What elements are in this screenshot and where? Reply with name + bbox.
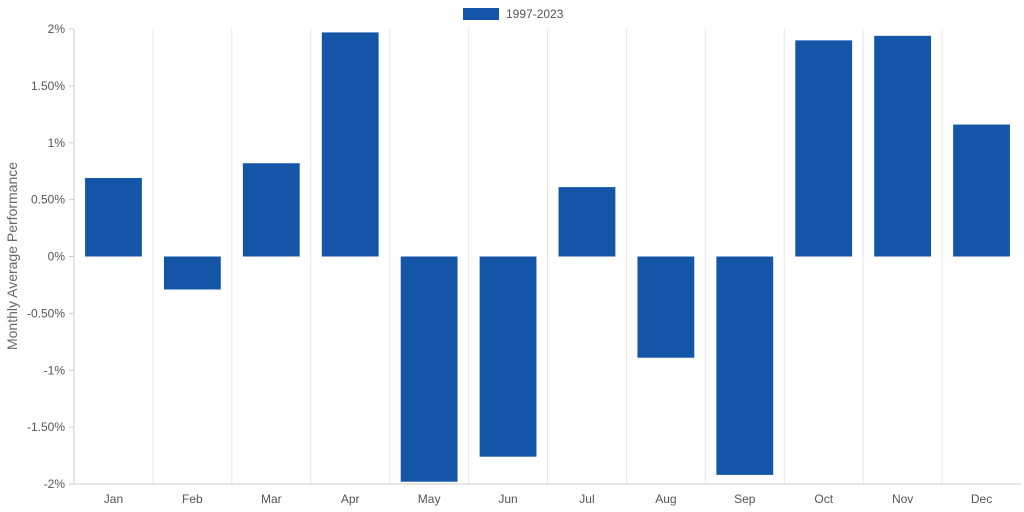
y-tick-label: -2% <box>44 477 66 491</box>
bar-may[interactable] <box>400 256 458 482</box>
x-tick-label-jan: Jan <box>104 492 123 506</box>
bar-mar[interactable] <box>242 163 300 257</box>
bar-aug[interactable] <box>637 256 695 358</box>
x-tick-label-may: May <box>418 492 441 506</box>
y-tick-label: 0% <box>48 250 66 264</box>
bar-feb[interactable] <box>163 256 221 290</box>
x-tick-label-oct: Oct <box>814 492 833 506</box>
legend-swatch[interactable] <box>463 8 499 20</box>
bar-sep[interactable] <box>716 256 774 475</box>
bar-jul[interactable] <box>558 187 616 257</box>
x-tick-label-mar: Mar <box>261 492 282 506</box>
bar-oct[interactable] <box>795 40 853 257</box>
y-tick-label: 1% <box>48 136 66 150</box>
x-tick-label-nov: Nov <box>892 492 913 506</box>
legend[interactable]: 1997-2023 <box>463 7 564 21</box>
y-tick-label: 2% <box>48 22 66 36</box>
bar-jan[interactable] <box>85 178 142 257</box>
bars <box>85 32 1010 482</box>
bar-apr[interactable] <box>321 32 379 257</box>
x-tick-label-apr: Apr <box>341 492 360 506</box>
legend-label[interactable]: 1997-2023 <box>506 7 564 21</box>
bar-nov[interactable] <box>874 35 932 257</box>
bar-dec[interactable] <box>953 124 1010 257</box>
x-tick-label-jun: Jun <box>498 492 517 506</box>
x-tick-labels: Jan Feb Mar Apr May Jun Jul Aug Sep Oct Nov Dec <box>104 492 992 506</box>
y-tick-label: -0.50% <box>27 306 65 320</box>
bar-jun[interactable] <box>479 256 537 457</box>
y-tick-labels: 2% 1.50% 1% 0.50% 0% -0.50% -1% -1.50% -2% <box>27 22 74 491</box>
y-axis-title: Monthly Average Performance <box>4 162 20 350</box>
y-tick-label: -1% <box>44 363 66 377</box>
grid-lines <box>152 29 943 484</box>
x-tick-label-feb: Feb <box>182 492 203 506</box>
x-tick-label-aug: Aug <box>655 492 676 506</box>
y-tick-label: 0.50% <box>31 193 65 207</box>
x-tick-label-jul: Jul <box>579 492 594 506</box>
y-tick-label: -1.50% <box>27 420 65 434</box>
x-tick-label-sep: Sep <box>734 492 756 506</box>
y-tick-label: 1.50% <box>31 79 65 93</box>
x-tick-label-dec: Dec <box>971 492 992 506</box>
